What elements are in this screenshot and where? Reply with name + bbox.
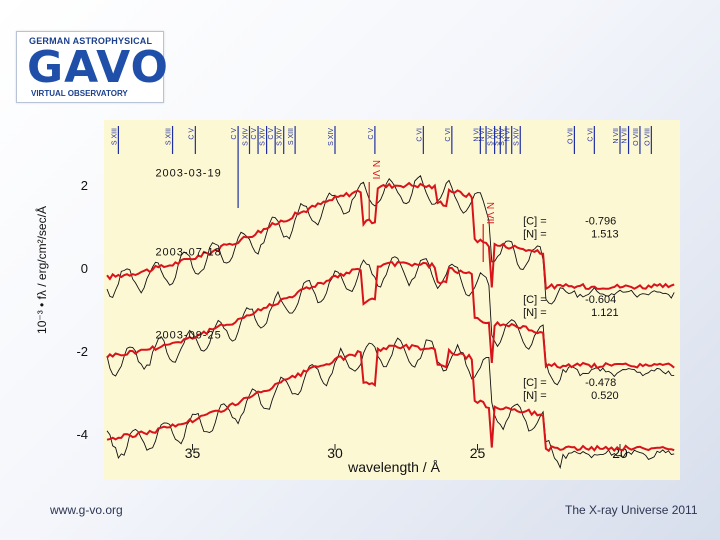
inline-marker-label-0: N VI [370,160,381,179]
epoch-date-0: 2003-03-19 [155,168,221,180]
logo-bottom-text: VIRTUAL OBSERVATORY [31,89,128,98]
line-marker-label-6: S XIV [260,128,267,146]
abundance-c-value-2: -0.478 [585,377,616,389]
footer-event: The X-ray Universe 2011 [565,503,698,517]
epoch-date-2: 2003-09-25 [155,329,221,341]
model-spectrum-2 [106,343,675,453]
line-marker-label-4: S XIV [243,128,250,146]
x-axis-label: wavelength / Å [347,459,440,475]
abundance-n-value-0: 1.513 [591,228,619,240]
x-tick-label-0: 35 [185,445,201,461]
observed-spectrum-2 [106,337,675,470]
line-marker-label-17: S XIV [493,128,500,146]
line-marker-label-25: O VIII [633,128,640,146]
abundance-n-value-1: 1.121 [591,307,619,319]
x-tick-label-1: 30 [327,445,343,461]
inline-marker-label-1: N VII [484,202,495,224]
abundance-c-value-0: -0.796 [585,215,616,227]
line-marker-label-21: O VII [567,128,574,144]
footer-url[interactable]: www.g-vo.org [50,503,123,517]
line-marker-label-20: S XIV [513,128,520,146]
abundance-n-label-2: [N] = [523,390,547,402]
logo-big-text: GAVO [27,42,169,93]
logo-top-text: GERMAN ASTROPHYSICAL [29,36,153,46]
line-marker-label-5: C V [251,128,258,140]
line-marker-label-12: C VI [416,128,423,142]
abundance-c-label-0: [C] = [523,215,547,227]
epoch-date-1: 2003-07-18 [155,246,221,258]
line-marker-label-16: S XIV [488,128,495,146]
line-marker-label-0: S XIII [111,128,118,145]
line-marker-label-18: S XIV [499,128,506,146]
abundance-n-label-1: [N] = [523,307,547,319]
chart-labels: wavelength / Å 10⁻³ • fλ / erg/cm²/sec/Å 2… [34,160,619,475]
line-marker-label-10: S XIV [328,128,335,146]
y-tick-label-2: -2 [76,344,88,359]
line-marker-label-7: C V [268,128,275,140]
abundance-c-label-2: [C] = [523,377,547,389]
spectra [106,175,675,470]
line-marker-label-1: S XIII [166,128,173,145]
x-tick-label-2: 25 [470,445,486,461]
line-marker-label-13: C VI [445,128,452,142]
abundance-c-label-1: [C] = [523,294,547,306]
line-marker-label-9: S XIII [288,128,295,145]
abundance-n-value-2: 0.520 [591,390,619,402]
y-tick-label-1: 0 [81,261,88,276]
y-tick-label-3: -4 [76,427,88,442]
abundance-n-label-0: [N] = [523,228,547,240]
gavo-logo[interactable]: GERMAN ASTROPHYSICAL GAVO VIRTUAL OBSERV… [16,31,168,103]
line-marker-label-2: C V [188,128,195,140]
abundance-c-value-1: -0.604 [585,294,616,306]
line-marker-label-19: N VI [505,128,512,142]
y-tick-label-0: 2 [81,178,88,193]
line-marker-label-23: N VII [613,128,620,144]
line-marker-label-22: C VI [587,128,594,142]
line-marker-label-14: N VI [473,128,480,142]
line-marker-label-3: C V [231,128,238,140]
line-marker-label-11: C V [368,128,375,140]
observed-spectrum-0 [106,175,675,305]
y-axis-label: 10⁻³ • fλ / erg/cm²/sec/Å [34,206,49,334]
model-spectrum-0 [106,181,675,291]
line-marker-label-15: N VI [479,128,486,142]
line-marker-label-24: N VII [622,128,629,144]
line-marker-label-8: S XIV [277,128,284,146]
line-marker-label-26: O VIII [644,128,651,146]
model-spectrum-1 [106,261,675,370]
